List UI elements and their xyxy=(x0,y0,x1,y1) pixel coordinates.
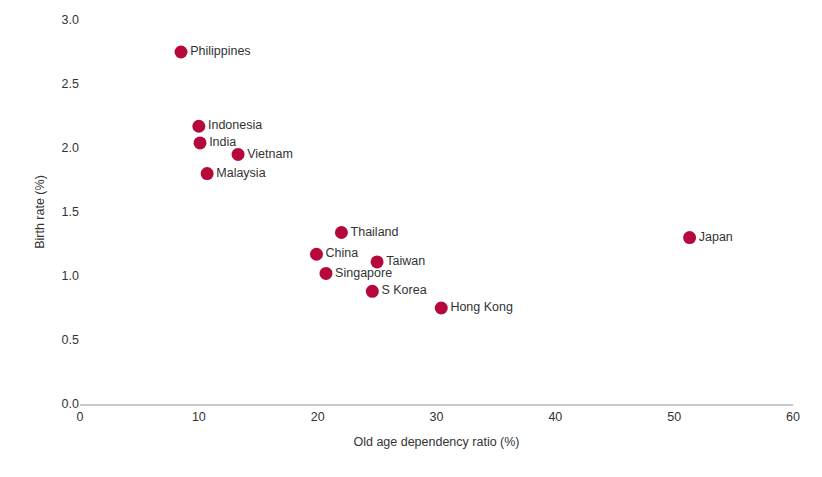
svg-text:60: 60 xyxy=(786,410,800,424)
svg-text:Thailand: Thailand xyxy=(351,225,399,239)
svg-text:Taiwan: Taiwan xyxy=(386,254,425,268)
svg-text:Old age dependency ratio (%): Old age dependency ratio (%) xyxy=(353,435,519,449)
svg-text:50: 50 xyxy=(667,410,681,424)
svg-text:Malaysia: Malaysia xyxy=(216,166,265,180)
svg-text:Indonesia: Indonesia xyxy=(208,118,262,132)
svg-text:Singapore: Singapore xyxy=(335,266,392,280)
svg-text:India: India xyxy=(209,135,236,149)
svg-text:30: 30 xyxy=(430,410,444,424)
svg-text:Birth rate (%): Birth rate (%) xyxy=(33,175,47,249)
svg-text:0.0: 0.0 xyxy=(62,397,79,411)
svg-text:1.0: 1.0 xyxy=(62,269,79,283)
svg-text:0: 0 xyxy=(77,410,84,424)
svg-text:40: 40 xyxy=(548,410,562,424)
svg-text:0.5: 0.5 xyxy=(62,333,79,347)
svg-text:20: 20 xyxy=(311,410,325,424)
svg-text:2.5: 2.5 xyxy=(62,77,79,91)
svg-text:10: 10 xyxy=(192,410,206,424)
svg-text:China: China xyxy=(326,246,359,260)
svg-text:2.0: 2.0 xyxy=(62,141,79,155)
svg-text:S Korea: S Korea xyxy=(381,283,426,297)
svg-text:3.0: 3.0 xyxy=(62,13,79,27)
svg-text:1.5: 1.5 xyxy=(62,205,79,219)
svg-text:Vietnam: Vietnam xyxy=(247,147,293,161)
svg-text:Philippines: Philippines xyxy=(190,44,250,58)
svg-text:Japan: Japan xyxy=(699,230,733,244)
svg-text:Hong Kong: Hong Kong xyxy=(450,300,513,314)
